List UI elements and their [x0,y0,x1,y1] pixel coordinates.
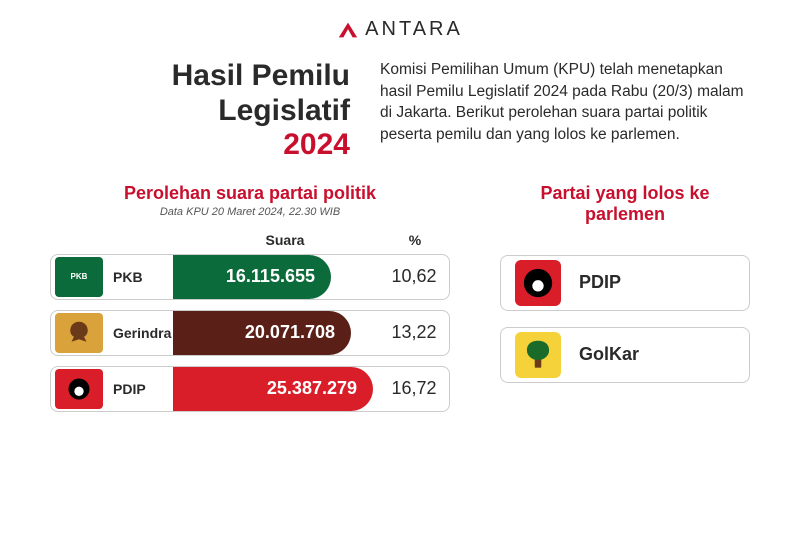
bar-track: 16.115.655 [183,255,379,299]
brand-name: ANTARA [365,18,463,41]
title-year: 2024 [50,128,350,163]
party-logo-icon [515,260,561,306]
brand-bar: ANTARA [0,0,800,51]
vote-pct: 10,62 [379,266,449,287]
party-logo-icon [515,332,561,378]
eagle-icon [64,318,94,348]
party-name: PKB [103,269,183,285]
header: Hasil Pemilu Legislatif 2024 Komisi Pemi… [0,51,800,183]
vote-row: PDIP 25.387.279 16,72 [50,366,450,412]
party-name: GolKar [579,344,639,365]
intro-block: Komisi Pemilihan Umum (KPU) telah meneta… [380,59,750,163]
votes-rows: PKB PKB 16.115.655 10,62 Gerindra [50,254,450,412]
party-logo-icon [55,313,103,353]
parliament-row: GolKar [500,327,750,383]
brand-logo: ANTARA [337,18,463,41]
vote-pct: 13,22 [379,322,449,343]
parliament-row: PDIP [500,255,750,311]
body-sections: Perolehan suara partai politik Data KPU … [0,183,800,422]
intro-text: Komisi Pemilihan Umum (KPU) telah meneta… [380,59,750,146]
col-suara: Suara [190,232,380,248]
col-pct: % [380,232,450,248]
votes-section: Perolehan suara partai politik Data KPU … [50,183,450,422]
brand-mark-icon [337,19,359,41]
title-block: Hasil Pemilu Legislatif 2024 [50,59,350,163]
vote-pct: 16,72 [379,378,449,399]
party-name: Gerindra [103,325,183,341]
banyan-icon [519,336,557,374]
party-logo-icon: PKB [55,257,103,297]
party-name: PDIP [579,272,621,293]
vote-row: Gerindra 20.071.708 13,22 [50,310,450,356]
parliament-heading: Partai yang lolos ke parlemen [500,183,750,225]
title-line2: Legislatif [50,94,350,129]
vote-bar: 25.387.279 [173,367,373,411]
party-logo-icon [55,369,103,409]
bar-track: 20.071.708 [183,311,379,355]
votes-col-headers: Suara % [50,232,450,248]
vote-value: 25.387.279 [267,378,357,399]
title-line1: Hasil Pemilu [50,59,350,94]
votes-heading: Perolehan suara partai politik [50,183,450,204]
votes-subheading: Data KPU 20 Maret 2024, 22.30 WIB [50,206,450,218]
vote-value: 16.115.655 [226,266,315,287]
infographic-root: ANTARA Hasil Pemilu Legislatif 2024 Komi… [0,0,800,533]
vote-bar: 16.115.655 [173,255,331,299]
bar-track: 25.387.279 [183,367,379,411]
party-name: PDIP [103,381,183,397]
vote-value: 20.071.708 [245,322,335,343]
parliament-section: Partai yang lolos ke parlemen PDIP [500,183,750,422]
bull-icon [521,266,555,300]
vote-bar: 20.071.708 [173,311,351,355]
bull-icon [65,375,93,403]
parliament-rows: PDIP GolKar [500,255,750,383]
vote-row: PKB PKB 16.115.655 10,62 [50,254,450,300]
